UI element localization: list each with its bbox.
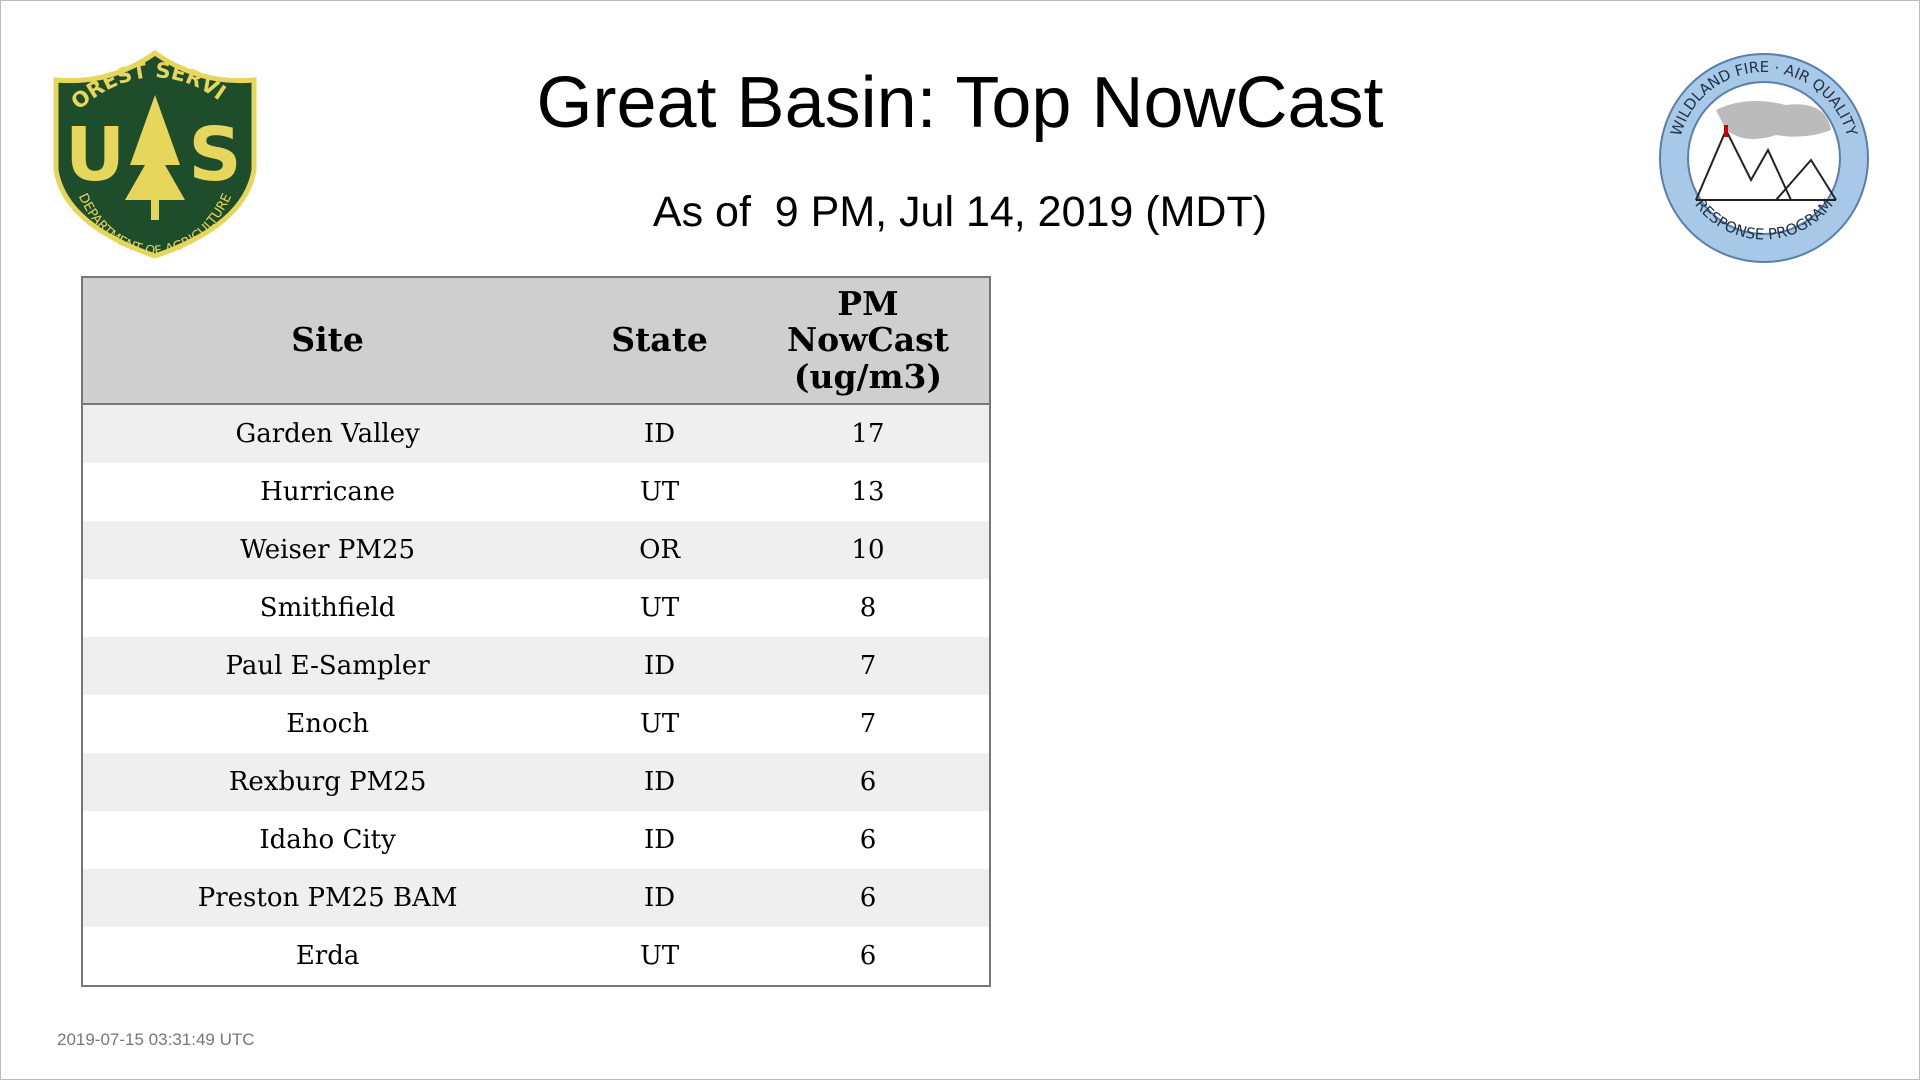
table-cell: 10 bbox=[746, 521, 990, 579]
column-header: Site bbox=[82, 277, 573, 405]
table-cell: Erda bbox=[295, 941, 360, 971]
table-row: Enoch UT 7 bbox=[82, 695, 990, 753]
timestamp: 2019-07-15 03:31:49 UTC bbox=[57, 1030, 255, 1049]
header-row: Site State PM NowCast (ug/m3) bbox=[82, 277, 990, 405]
table-cell: UT bbox=[639, 477, 680, 507]
table-cell: 17 bbox=[746, 404, 990, 463]
mountains bbox=[1695, 127, 1837, 201]
table-cell: 7 bbox=[746, 637, 990, 695]
nowcast-table: Site State PM NowCast (ug/m3) Garden Val… bbox=[81, 276, 991, 987]
table-cell: UT bbox=[639, 941, 680, 971]
table-cell: ID bbox=[572, 404, 747, 463]
table-cell: Enoch bbox=[286, 709, 369, 739]
logo-letter: U bbox=[65, 112, 125, 198]
table-row: Erda UT 6 bbox=[82, 927, 990, 986]
table-row: Paul E-Sampler ID 7 bbox=[82, 637, 990, 695]
table-cell: Garden Valley bbox=[82, 404, 573, 463]
table-row: Rexburg PM25 ID 6 bbox=[82, 753, 990, 811]
table-cell: 8 bbox=[859, 593, 877, 623]
table-row: Weiser PM25 OR 10 bbox=[82, 521, 990, 579]
title: Great Basin: Top NowCast bbox=[536, 63, 1384, 143]
column-header: PM NowCast (ug/m3) bbox=[746, 277, 990, 405]
table-row: Hurricane UT 13 bbox=[82, 463, 990, 521]
column-header: State bbox=[572, 277, 747, 405]
table-cell: 6 bbox=[859, 825, 877, 855]
table-cell: 6 bbox=[746, 753, 990, 811]
table-cell: ID bbox=[572, 753, 747, 811]
table-cell: UT bbox=[639, 709, 680, 739]
wildland-fire-logo: WILDLAND FIRE · AIR QUALITY RESPONSE PRO… bbox=[1659, 53, 1869, 263]
table-cell: Weiser PM25 bbox=[82, 521, 573, 579]
table-row: Idaho City ID 6 bbox=[82, 811, 990, 869]
table-row: Preston PM25 BAM ID 6 bbox=[82, 869, 990, 927]
table-cell: ID bbox=[572, 869, 747, 927]
table-cell: Paul E-Sampler bbox=[82, 637, 573, 695]
smoke bbox=[1716, 101, 1831, 139]
table-cell: Idaho City bbox=[259, 825, 396, 855]
table-cell: Smithfield bbox=[259, 593, 396, 623]
table-cell: 7 bbox=[859, 709, 877, 739]
table-row: Garden Valley ID 17 bbox=[82, 404, 990, 463]
table-cell: Hurricane bbox=[260, 477, 395, 507]
table-cell: 6 bbox=[859, 941, 877, 971]
table-cell: ID bbox=[572, 637, 747, 695]
trunk bbox=[151, 200, 159, 220]
table-cell: UT bbox=[639, 593, 680, 623]
forest-service-logo: FOREST SERVICE DEPARTMENT OF AGRICULTURE… bbox=[50, 50, 257, 259]
table-row: Smithfield UT 8 bbox=[82, 579, 990, 637]
table-cell: 6 bbox=[746, 869, 990, 927]
logo-letter: S bbox=[188, 112, 241, 198]
flame bbox=[1724, 125, 1728, 137]
table-head: Site State PM NowCast (ug/m3) bbox=[82, 277, 990, 405]
table-cell: OR bbox=[572, 521, 747, 579]
table-body: Garden Valley ID 17 Hurricane UT 13 Weiser PM2… bbox=[82, 404, 990, 986]
table-cell: ID bbox=[644, 825, 676, 855]
tree bbox=[125, 95, 185, 200]
subtitle: As of 9 PM, Jul 14, 2019 (MDT) bbox=[652, 188, 1268, 236]
table-cell: Preston PM25 BAM bbox=[82, 869, 573, 927]
table-cell: Rexburg PM25 bbox=[82, 753, 573, 811]
table-cell: 13 bbox=[851, 477, 885, 507]
